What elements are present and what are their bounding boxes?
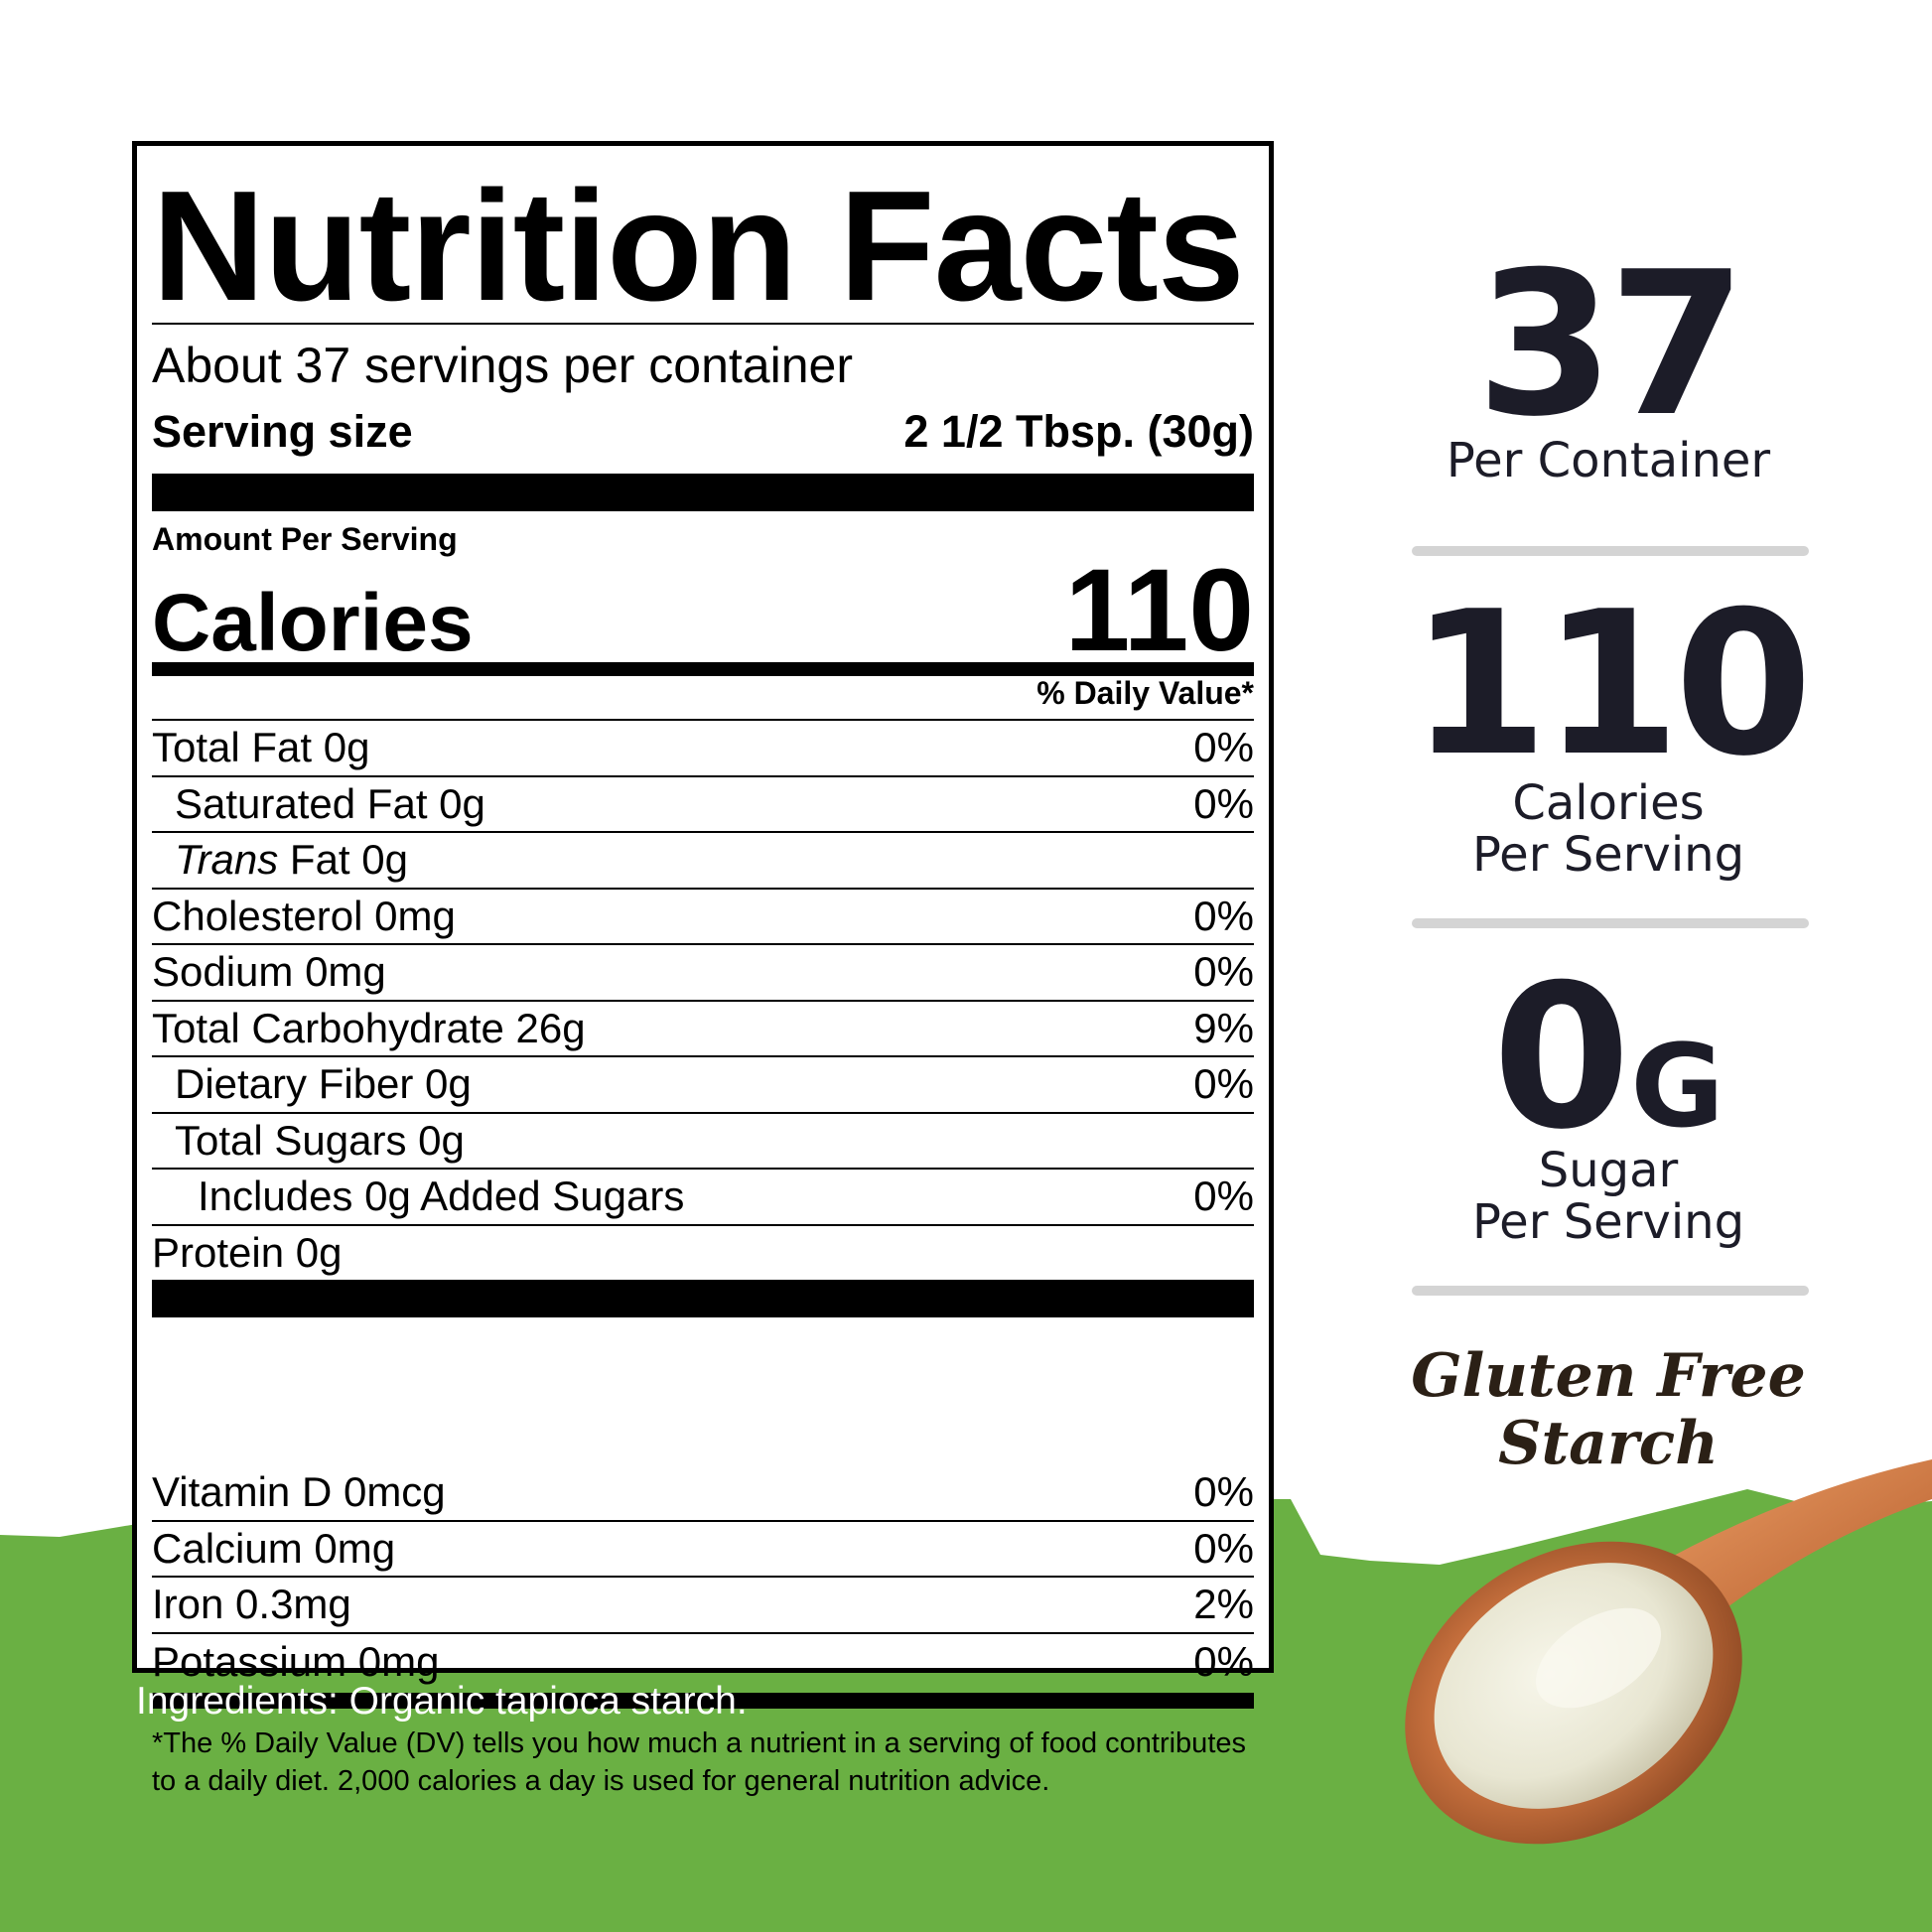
thick-divider	[152, 1280, 1254, 1317]
medium-divider	[152, 1693, 1254, 1709]
calories-stat-value: 110	[1410, 569, 1812, 800]
stat-divider	[1412, 1286, 1809, 1296]
servings-per-container-value: 37	[1475, 229, 1746, 461]
serving-size-value: 2 1/2 Tbsp. (30g)	[903, 406, 1254, 457]
vitamin-row-iron: Iron 0.3mg 2%	[152, 1578, 1254, 1634]
nutrient-row-protein: Protein 0g	[152, 1223, 1254, 1281]
medium-divider	[152, 662, 1254, 676]
vitamin-row-vitamin-d: Vitamin D 0mcg 0%	[152, 1465, 1254, 1522]
vitamin-list: Vitamin D 0mcg 0% Calcium 0mg 0% Iron 0.…	[152, 1465, 1254, 1690]
nutrient-row-cholesterol: Cholesterol 0mg 0%	[152, 887, 1254, 944]
nutrient-row-added-sugars: Includes 0g Added Sugars 0%	[152, 1168, 1254, 1224]
serving-size-label: Serving size	[152, 406, 413, 457]
vitamin-row-calcium: Calcium 0mg 0%	[152, 1522, 1254, 1578]
sugar-stat-caption-1: Sugar	[1538, 1143, 1679, 1198]
thick-divider	[152, 474, 1254, 511]
stat-divider	[1412, 546, 1809, 556]
servings-per-container-caption: Per Container	[1446, 433, 1771, 488]
nutrition-facts-label: Nutrition Facts About 37 servings per co…	[132, 141, 1274, 1797]
calories-stat-caption-2: Per Serving	[1471, 827, 1745, 883]
daily-value-header: % Daily Value*	[1036, 675, 1254, 711]
nutrient-list: Total Fat 0g 0% Saturated Fat 0g 0% Tran…	[152, 719, 1254, 1317]
calories-stat-caption-1: Calories	[1512, 775, 1705, 831]
serving-size-row: Serving size 2 1/2 Tbsp. (30g)	[152, 406, 1254, 458]
calories-row: Calories 110	[152, 543, 1254, 678]
calories-value: 110	[1064, 545, 1254, 676]
spoon-with-starch-image	[1405, 1459, 1932, 1845]
nutrient-row-sodium: Sodium 0mg 0%	[152, 943, 1254, 1000]
calories-label: Calories	[152, 578, 474, 668]
nutrient-row-trans-fat: Trans Fat 0g	[152, 831, 1254, 888]
nutrient-row-dietary-fiber: Dietary Fiber 0g 0%	[152, 1055, 1254, 1112]
label-title: Nutrition Facts	[152, 159, 1245, 334]
ingredients-text: Ingredients: Organic tapioca starch.	[136, 1680, 748, 1723]
daily-value-footnote: *The % Daily Value (DV) tells you how mu…	[152, 1727, 1246, 1797]
nutrient-row-total-sugars: Total Sugars 0g	[152, 1111, 1254, 1169]
amount-per-serving: Amount Per Serving	[152, 521, 458, 557]
gluten-free-badge: Gluten Free Starch	[1411, 1341, 1806, 1478]
vitamin-row-potassium: Potassium 0mg 0%	[152, 1637, 1254, 1685]
sugar-stat-value: 0G	[1492, 942, 1725, 1173]
sugar-stat-caption-2: Per Serving	[1471, 1194, 1745, 1250]
stat-divider	[1412, 918, 1809, 928]
nutrient-row-saturated-fat: Saturated Fat 0g 0%	[152, 774, 1254, 832]
servings-per-container: About 37 servings per container	[152, 338, 853, 393]
divider	[152, 323, 1254, 325]
nutrient-row-total-carbohydrate: Total Carbohydrate 26g 9%	[152, 999, 1254, 1056]
nutrient-row-total-fat: Total Fat 0g 0%	[152, 719, 1254, 775]
